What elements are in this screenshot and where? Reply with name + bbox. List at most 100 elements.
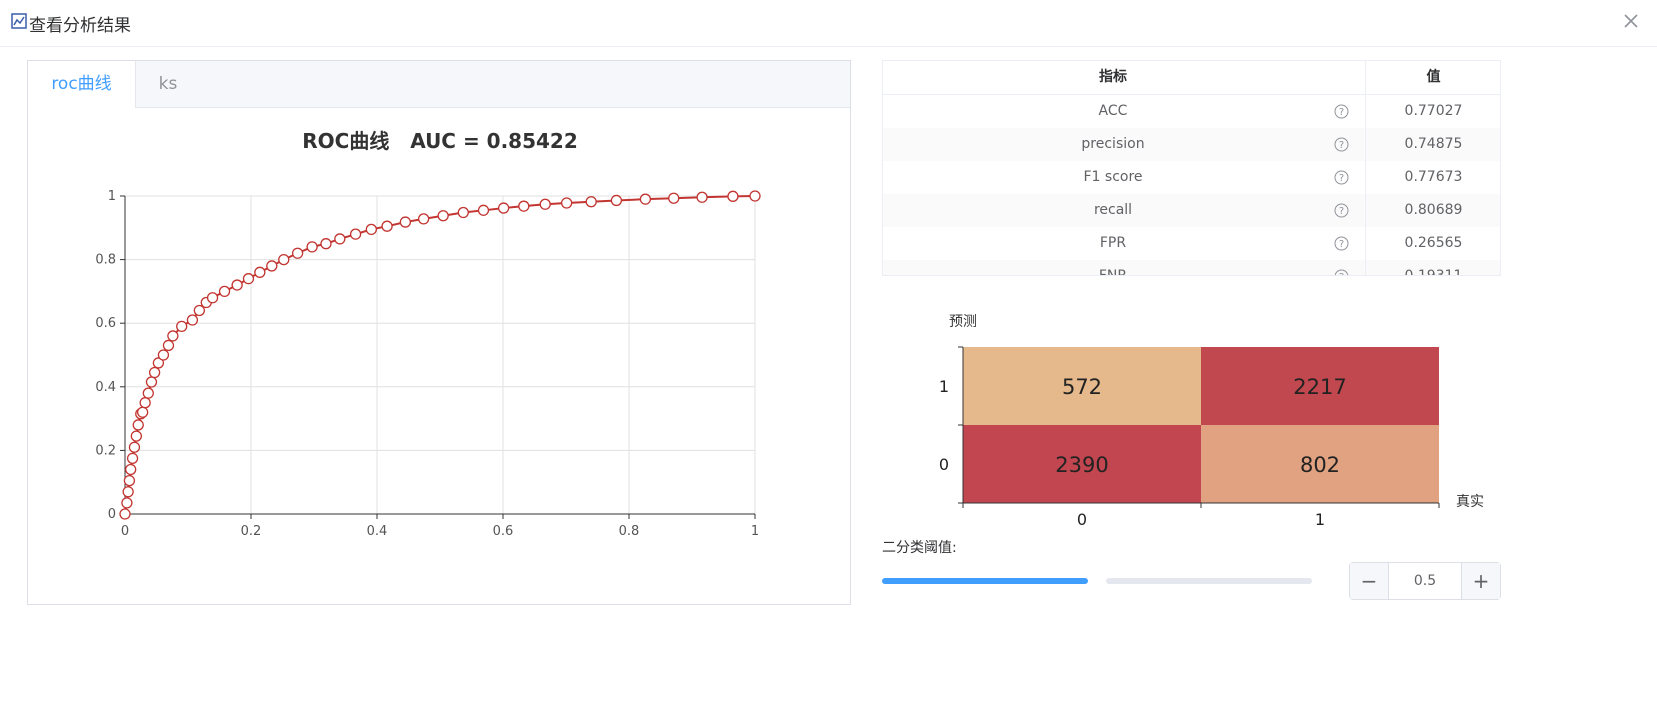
- increment-button[interactable]: +: [1461, 563, 1500, 599]
- matrix-cell-value: 572: [1062, 375, 1102, 399]
- roc-point: [122, 486, 134, 498]
- svg-text:?: ?: [1339, 206, 1344, 217]
- decrement-button[interactable]: −: [1350, 563, 1389, 599]
- roc-point: [186, 314, 199, 326]
- y-tick-label: 0.2: [95, 443, 116, 458]
- y-tick-label: 0.8: [95, 253, 116, 268]
- roc-point: [365, 223, 377, 236]
- matrix-cell-value: 2217: [1293, 375, 1346, 399]
- question-circle-icon[interactable]: ?: [1334, 269, 1349, 276]
- cm-x-label: 0: [1077, 510, 1087, 529]
- roc-point: [417, 213, 430, 225]
- question-circle-icon[interactable]: ?: [1334, 137, 1349, 152]
- metric-header: 指标: [1099, 69, 1127, 85]
- value-header: 值: [1365, 61, 1500, 94]
- threshold-stepper[interactable]: − 0.5 +: [1349, 562, 1501, 600]
- question-circle-icon[interactable]: ?: [1334, 170, 1349, 185]
- metric-name: recall: [1093, 202, 1133, 218]
- roc-curve-line: [124, 195, 756, 515]
- metric-value: 0.74875: [1365, 128, 1500, 161]
- cm-y-label: 1: [939, 377, 949, 396]
- matrix-cell: [963, 347, 1201, 425]
- svg-text:?: ?: [1339, 272, 1344, 276]
- roc-point: [167, 330, 179, 342]
- roc-point: [139, 397, 151, 409]
- metric-value: 0.77673: [1365, 161, 1500, 194]
- metric-row: recall? 0.80689: [883, 194, 1500, 228]
- roc-point: [727, 190, 739, 202]
- roc-point: [126, 452, 139, 465]
- metric-row: FPR? 0.26565: [883, 227, 1500, 261]
- chart-icon: [11, 13, 27, 29]
- matrix-cell-value: 2390: [1055, 453, 1108, 477]
- metric-name: precision: [1081, 136, 1145, 152]
- roc-point: [539, 198, 551, 210]
- roc-point: [121, 497, 133, 509]
- roc-point: [206, 292, 219, 304]
- metric-value: 0.77027: [1365, 95, 1500, 128]
- metric-value: 0.26565: [1365, 227, 1500, 260]
- threshold-slider[interactable]: [882, 577, 1314, 587]
- roc-point: [639, 193, 652, 205]
- roc-point: [749, 190, 761, 202]
- roc-point: [349, 228, 362, 240]
- cm-y-label: 0: [939, 455, 949, 474]
- metric-value: 0.80689: [1365, 194, 1500, 227]
- cm-x-axis-name: 真实: [1456, 494, 1484, 510]
- roc-point: [266, 260, 278, 272]
- threshold-input[interactable]: 0.5: [1413, 573, 1437, 589]
- svg-text:?: ?: [1339, 107, 1344, 118]
- metric-name: FNR: [1098, 268, 1128, 276]
- roc-point: [123, 474, 136, 487]
- chart-title: ROC曲线 AUC = 0.85422: [302, 129, 578, 153]
- slider-track[interactable]: [1106, 578, 1312, 584]
- matrix-cell: [1201, 425, 1439, 503]
- roc-point: [193, 304, 205, 317]
- roc-chart: 00 0.2 0.2 0.4 0.4 0.6 0.6 0.8 0.8 1 1: [95, 189, 761, 539]
- svg-text:?: ?: [1339, 140, 1344, 151]
- x-tick-label: 0.4: [367, 524, 388, 539]
- matrix-cell: [1201, 347, 1439, 425]
- metric-name: ACC: [1098, 103, 1128, 119]
- roc-point: [560, 197, 573, 209]
- roc-point: [291, 247, 304, 259]
- tab-ks[interactable]: ks: [158, 74, 178, 94]
- question-circle-icon[interactable]: ?: [1334, 203, 1349, 218]
- roc-point: [320, 238, 332, 250]
- roc-point: [162, 339, 175, 352]
- threshold-label: 二分类阈值:: [882, 540, 957, 556]
- roc-point: [477, 204, 490, 216]
- roc-point: [176, 320, 188, 333]
- roc-point: [148, 366, 161, 379]
- roc-point: [254, 266, 266, 278]
- roc-point: [696, 191, 708, 203]
- metric-row: FNR? 0.19311: [883, 260, 1500, 276]
- roc-point: [119, 508, 131, 520]
- matrix-cell-value: 802: [1300, 453, 1340, 477]
- question-circle-icon[interactable]: ?: [1334, 236, 1349, 251]
- roc-point: [610, 194, 623, 207]
- roc-point: [399, 216, 412, 228]
- tab-roc[interactable]: roc曲线: [28, 61, 136, 108]
- metric-row: F1 score? 0.77673: [883, 161, 1500, 195]
- metric-row: precision? 0.74875: [883, 128, 1500, 162]
- x-tick-label: 0.8: [619, 524, 640, 539]
- roc-point: [145, 376, 158, 388]
- roc-point: [142, 387, 154, 399]
- y-tick-label: 0.4: [95, 380, 116, 395]
- roc-point: [132, 419, 144, 431]
- roc-point: [218, 285, 231, 298]
- svg-text:?: ?: [1339, 239, 1344, 250]
- roc-point: [157, 349, 170, 361]
- dialog-title: 查看分析结果: [29, 16, 131, 36]
- x-tick-label: 0.2: [241, 524, 262, 539]
- metrics-header-row: 指标 值: [883, 61, 1500, 95]
- metrics-table: 指标 值 ACC? 0.77027 precision? 0.74875 F1 scor…: [882, 60, 1501, 276]
- roc-point: [334, 233, 346, 245]
- roc-point: [585, 196, 597, 208]
- metric-row: ACC? 0.77027: [883, 95, 1500, 129]
- close-icon[interactable]: [1622, 12, 1640, 30]
- metric-value: 0.19311: [1365, 260, 1500, 275]
- roc-point: [497, 202, 510, 214]
- question-circle-icon[interactable]: ?: [1334, 104, 1349, 119]
